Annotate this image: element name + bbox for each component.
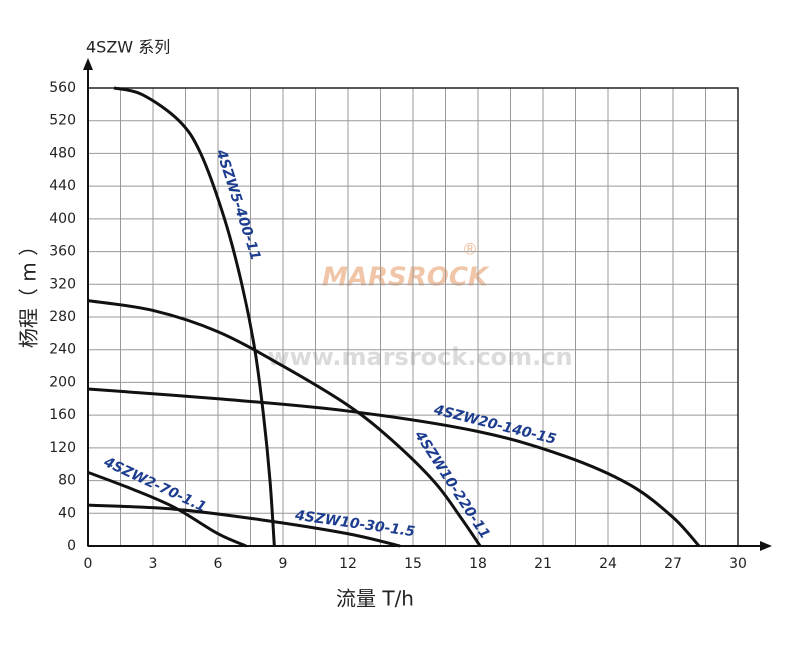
curve: [87, 470, 247, 548]
y-axis-arrow: [83, 58, 93, 70]
x-tick-label: 0: [84, 556, 93, 572]
y-tick-label: 280: [49, 309, 76, 325]
y-tick-label: 480: [49, 145, 76, 161]
y-tick-label: 440: [49, 178, 76, 194]
y-tick-label: 200: [49, 374, 76, 390]
curve: [87, 503, 401, 548]
curve: [113, 86, 276, 547]
x-tick-label: 18: [469, 556, 487, 572]
curve: [87, 387, 701, 548]
x-axis-arrow: [760, 541, 772, 551]
x-tick-label: 21: [534, 556, 552, 572]
y-tick-label: 160: [49, 407, 76, 423]
watermark: ®: [462, 240, 478, 259]
x-tick-label: 24: [599, 556, 617, 572]
x-tick-label: 30: [729, 556, 747, 572]
y-axis-label: 杨程（ m ）: [17, 236, 41, 348]
y-tick-label: 0: [67, 538, 76, 554]
watermark: www.marsrock.com.cn: [267, 343, 572, 371]
y-tick-label: 360: [49, 244, 76, 260]
y-tick-label: 80: [58, 473, 76, 489]
x-tick-label: 3: [149, 556, 158, 572]
x-tick-label: 15: [404, 556, 422, 572]
curve-label: 4SZW10-220-11: [411, 427, 493, 542]
y-tick-label: 520: [49, 113, 76, 129]
x-tick-label: 27: [664, 556, 682, 572]
y-tick-label: 240: [49, 342, 76, 358]
x-tick-label: 6: [214, 556, 223, 572]
y-tick-label: 40: [58, 505, 76, 521]
y-tick-label: 120: [49, 440, 76, 456]
curve: [87, 299, 482, 547]
chart-title: 4SZW 系列: [86, 38, 170, 57]
y-tick-label: 560: [49, 80, 76, 96]
x-axis-label: 流量 T/h: [336, 587, 414, 611]
x-tick-label: 12: [339, 556, 357, 572]
x-tick-label: 9: [279, 556, 288, 572]
y-tick-label: 400: [49, 211, 76, 227]
watermark: MARSROCK: [322, 263, 490, 293]
y-tick-label: 320: [49, 276, 76, 292]
